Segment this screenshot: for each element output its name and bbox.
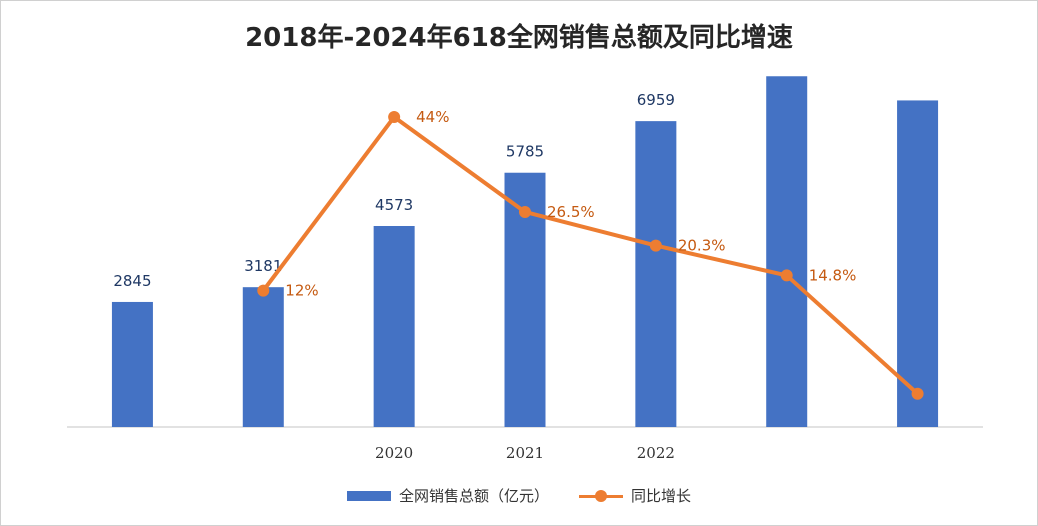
growth-point — [519, 205, 531, 218]
bar-value-label: 6959 — [637, 91, 675, 109]
legend-bar-swatch — [346, 490, 391, 501]
bar-value-label: 5785 — [506, 143, 544, 161]
growth-value-label: 12% — [285, 282, 318, 300]
legend-label-sales: 全网销售总额（亿元） — [398, 487, 549, 505]
bar — [373, 226, 415, 427]
legend-item-sales: 全网销售总额（亿元） — [346, 485, 549, 506]
x-tick-label: 2022 — [637, 444, 675, 462]
bar — [111, 301, 153, 427]
chart-title: 2018年-2024年618全网销售总额及同比增速 — [245, 23, 793, 53]
legend-line-swatch — [579, 489, 623, 502]
growth-point — [649, 239, 662, 252]
legend-label-growth: 同比增长 — [631, 487, 692, 505]
bar — [897, 100, 939, 427]
growth-point — [911, 387, 924, 400]
bar — [635, 121, 677, 427]
growth-point — [780, 269, 793, 282]
bar-series: 2845 3181 4573 5785 6959 — [111, 76, 939, 427]
growth-value-label: 14.8% — [809, 266, 857, 284]
bar — [242, 287, 284, 427]
x-tick-label: 2020 — [375, 444, 413, 462]
x-tick-labels: 2020 2021 2022 — [375, 444, 675, 462]
bar-value-label: 2845 — [113, 272, 151, 290]
growth-value-label: 26.5% — [547, 203, 595, 221]
legend-item-growth: 同比增长 — [579, 485, 691, 506]
x-tick-label: 2021 — [506, 444, 544, 462]
bar — [766, 76, 808, 427]
line-series: 12% 44% 26.5% 20.3% 14.8% — [257, 108, 924, 400]
growth-value-label: 44% — [416, 108, 449, 126]
legend: 全网销售总额（亿元） 同比增长 — [1, 485, 1037, 506]
growth-point — [388, 111, 401, 123]
bar-value-label: 3181 — [244, 257, 282, 275]
growth-point — [257, 284, 270, 297]
growth-line — [261, 115, 919, 396]
bar-value-label: 4573 — [375, 196, 413, 214]
growth-value-label: 20.3% — [678, 237, 726, 255]
